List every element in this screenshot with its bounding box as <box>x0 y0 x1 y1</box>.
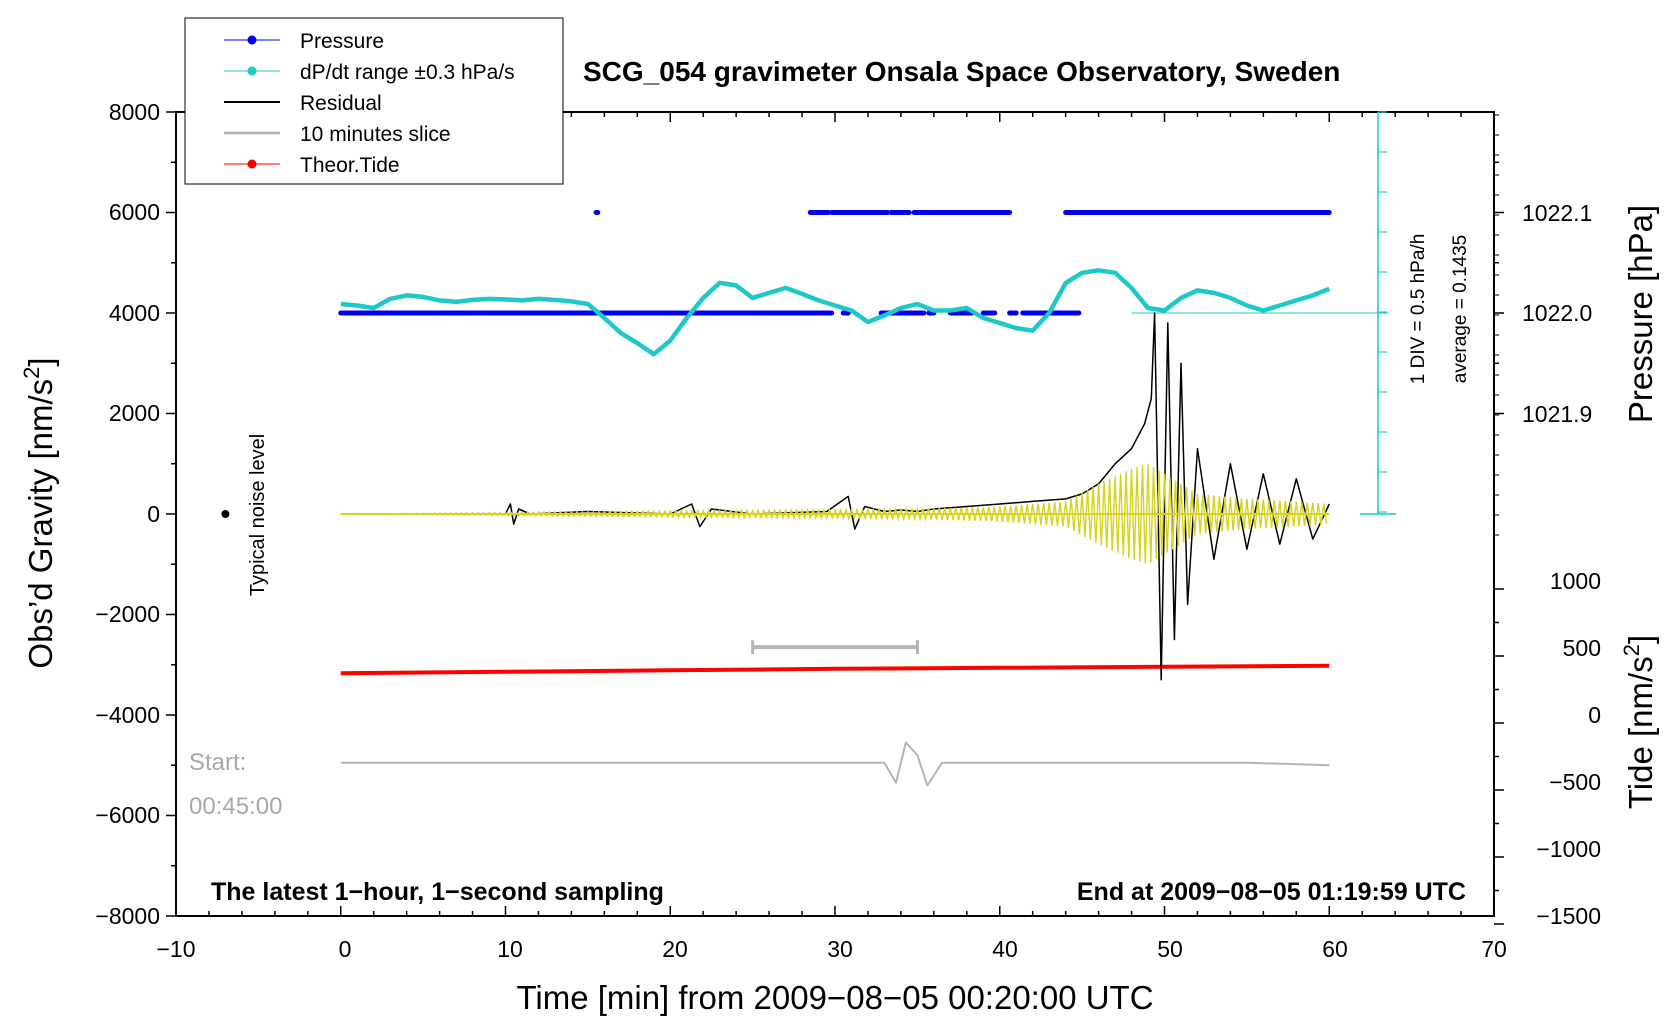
tide-tick-label: −1500 <box>1536 903 1601 929</box>
chart-title: SCG_054 gravimeter Onsala Space Observat… <box>583 56 1340 87</box>
residual-line <box>340 312 1330 681</box>
x-tick-label: 0 <box>339 936 352 962</box>
pressure-tick-label: 1021.9 <box>1522 401 1592 427</box>
y-axis-title-left-sup: 2 <box>19 367 44 379</box>
y-axis-title-tide-close: ] <box>1622 635 1659 644</box>
y-axis-title-tide-sup: 2 <box>1619 644 1644 656</box>
pressure-tick-label: 1022.1 <box>1522 200 1592 226</box>
legend-swatch-dot <box>247 35 257 45</box>
x-tick-label: 20 <box>662 936 688 962</box>
x-axis-title: Time [min] from 2009−08−05 00:20:00 UTC <box>516 979 1153 1016</box>
x-tick-label: 70 <box>1481 936 1507 962</box>
y-tick-labels: −8000 −6000 −4000 −2000 0 2000 4000 6000… <box>95 99 160 929</box>
x-tick-label: 40 <box>992 936 1018 962</box>
y-tick-label: 4000 <box>109 300 160 326</box>
y-tick-label: 2000 <box>109 400 160 426</box>
legend-item-slice: 10 minutes slice <box>224 123 451 146</box>
legend-item-dpdt: dP/dt range ±0.3 hPa/s <box>224 61 515 84</box>
slice-waveform <box>340 741 1330 787</box>
legend-item-pressure: Pressure <box>224 30 384 53</box>
y-axis-title-tide: Tide [nm/s2] <box>1619 635 1659 809</box>
start-label: Start: <box>189 749 246 776</box>
x-tick-label: −10 <box>156 936 195 962</box>
y-tick-label: −4000 <box>95 702 160 728</box>
pressure-tick-label: 1022.0 <box>1522 300 1592 326</box>
y-tick-label: −8000 <box>95 903 160 929</box>
tide-tick-label: 1000 <box>1550 568 1601 594</box>
y-axis-title-tide-text: Tide [nm/s <box>1622 656 1659 809</box>
x-tick-label: 50 <box>1157 936 1183 962</box>
start-time: 00:45:00 <box>189 793 282 820</box>
tide-line <box>340 663 1330 676</box>
end-time-label: End at 2009−08−05 01:19:59 UTC <box>1077 878 1466 906</box>
series-layer <box>221 210 1332 787</box>
legend-label: 10 minutes slice <box>300 123 451 146</box>
noise-level-marker <box>221 510 230 518</box>
legend-swatch-dot <box>247 66 257 76</box>
legend-item-tide: Theor.Tide <box>224 154 400 177</box>
y-tick-label: 6000 <box>109 199 160 225</box>
y-tick-label: −2000 <box>95 601 160 627</box>
tide-tick-label: −1000 <box>1536 836 1601 862</box>
legend-swatch-dot <box>247 159 257 169</box>
latest-sampling-label: The latest 1−hour, 1−second sampling <box>211 878 664 906</box>
legend-label: Theor.Tide <box>300 154 400 177</box>
x-tick-label: 60 <box>1322 936 1348 962</box>
filtered-oscillation <box>340 463 1328 564</box>
legend-label: Pressure <box>300 30 384 53</box>
pressure-tick-labels: 1022.1 1022.0 1021.9 <box>1522 200 1592 427</box>
legend-label: dP/dt range ±0.3 hPa/s <box>300 61 515 84</box>
tide-tick-labels: 1000 500 0 −500 −1000 −1500 <box>1536 568 1601 929</box>
legend-item-residual: Residual <box>224 92 382 115</box>
x-tick-label: 10 <box>497 936 523 962</box>
legend-label: Residual <box>300 92 382 115</box>
y-tick-label: 8000 <box>109 99 160 125</box>
tide-tick-label: −500 <box>1549 769 1601 795</box>
y-axis-title-left-text: Obs’d Gravity [nm/s <box>22 379 59 669</box>
y-axis-title-left-close: ] <box>22 357 59 366</box>
y-tick-label: 0 <box>147 501 160 527</box>
tide-tick-label: 0 <box>1588 702 1601 728</box>
dpdt-line <box>340 268 1331 357</box>
noise-level-label: Typical noise level <box>247 434 269 596</box>
average-label: average = 0.1435 <box>1450 235 1471 383</box>
y-tick-label: −6000 <box>95 802 160 828</box>
tide-tick-label: 500 <box>1563 635 1601 661</box>
div-scale-label: 1 DIV = 0.5 hPa/h <box>1408 234 1429 385</box>
x-tick-label: 30 <box>827 936 853 962</box>
y-axis-title-left: Obs’d Gravity [nm/s2] <box>19 357 59 668</box>
x-tick-labels: −10 0 10 20 30 40 50 60 70 <box>156 936 1506 962</box>
legend: Pressure dP/dt range ±0.3 hPa/s Residual… <box>184 17 564 185</box>
y-axis-title-pressure: Pressure [hPa] <box>1622 205 1659 423</box>
